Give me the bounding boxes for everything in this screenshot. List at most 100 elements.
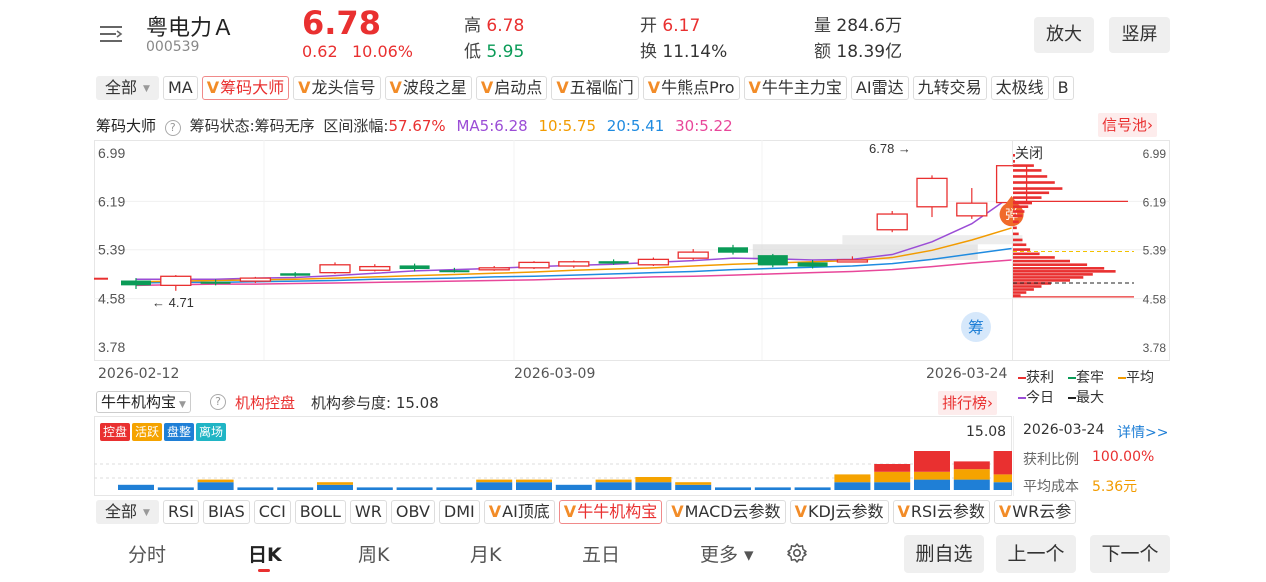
avg-cost-label: 平均成本 (1023, 479, 1079, 495)
lower-tag-7[interactable]: DMI (438, 500, 480, 524)
detail-link[interactable]: 详情>> (1117, 425, 1169, 441)
chip-title: 筹码大师 (96, 117, 157, 135)
bar-segment-blue (436, 487, 473, 490)
signal-pool-button[interactable]: 信号池› (1098, 113, 1158, 137)
chip-info-line: 筹码大师 ? 筹码状态:筹码无序 区间涨幅:57.67% MA5:6.28 10… (96, 115, 733, 136)
indicator-tag-7[interactable]: V牛熊点Pro (642, 76, 740, 100)
lower-tag-4[interactable]: BOLL (294, 500, 346, 524)
indicator-tag-label: 牛牛主力宝 (761, 78, 842, 97)
chip-profile-bar (1013, 164, 1034, 167)
candle-body (439, 270, 470, 273)
bar-segment-blue (993, 482, 1012, 490)
tab-3[interactable]: 月K (470, 544, 502, 566)
bar-segment-blue (675, 484, 712, 490)
high-label: 高 (464, 16, 481, 36)
indicator-tag-1[interactable]: MA (162, 76, 198, 100)
lower-tag-9[interactable]: V牛牛机构宝 (558, 500, 663, 524)
x-label-mid: 2026-03-09 (514, 366, 596, 382)
lower-tag-11[interactable]: VKDJ云参数 (789, 500, 889, 524)
bar-segment-blue (157, 487, 194, 490)
lower-tag-5[interactable]: WR (349, 500, 387, 524)
indicator-tag-8[interactable]: V牛牛主力宝 (743, 76, 847, 100)
lower-tag-2[interactable]: BIAS (202, 500, 250, 524)
indicator-tag-11[interactable]: 太极线 (990, 76, 1049, 100)
rank-button-label: 排行榜 (942, 394, 988, 412)
chip-profile-bar (1013, 214, 1023, 218)
indicator-tag-2[interactable]: V筹码大师 (201, 76, 290, 100)
lower-tag-3[interactable]: CCI (253, 500, 291, 524)
amount-value: 18.39亿 (836, 42, 903, 62)
candle-body (319, 264, 351, 274)
tab-5[interactable]: 更多 ▾ (700, 544, 754, 566)
lower-tag-0[interactable]: 全部 ▼ (96, 500, 159, 524)
vip-icon: V (480, 78, 494, 97)
chip-profile-bar (1013, 256, 1055, 259)
chip-profile-bar (1013, 191, 1050, 195)
indicator-tag-bar: 全部 ▼ MA V筹码大师 V龙头信号 V波段之星 V启动点 V五福临门 V牛熊点Pro V牛牛主… (96, 76, 1170, 102)
chip-profile-bar (1013, 276, 1084, 279)
indicator-tag-10[interactable]: 九转交易 (912, 76, 987, 100)
gear-icon[interactable] (786, 542, 808, 568)
indicator-tag-9[interactable]: AI雷达 (850, 76, 909, 100)
right-tick-label: 4.58 (1143, 293, 1167, 307)
chip-zone-block (752, 244, 978, 260)
candle-body (598, 261, 629, 264)
bar-segment-orange (675, 482, 712, 485)
amount-field: 额 18.39亿 (814, 37, 902, 62)
close-chip-button[interactable]: 关闭 (1015, 143, 1043, 163)
lower-tag-8[interactable]: VAI顶底 (483, 500, 555, 524)
chip-status: 筹码状态:筹码无序 (189, 117, 315, 135)
participation: 机构参与度: 15.08 (311, 394, 439, 412)
help-icon[interactable]: ? (164, 120, 181, 136)
chevron-down-icon: ▼ (143, 83, 150, 94)
bar-segment-blue (197, 482, 234, 490)
indicator-tag-4[interactable]: V波段之星 (384, 76, 472, 100)
y-tick-label: 5.39 (98, 242, 125, 258)
lower-indicator-tag-bar: 全部 ▼ RSI BIAS CCI BOLL WR OBV DMI VAI顶底 V牛牛机构宝 VMAC… (96, 500, 1170, 526)
rank-button[interactable]: 排行榜› (938, 391, 998, 415)
chip-badge-text: 筹 (968, 318, 984, 337)
tab-1[interactable]: 日K (248, 544, 282, 566)
chip-profile-bar (1013, 259, 1070, 263)
prev-stock-button[interactable]: 上一个 (996, 535, 1076, 573)
price-change: 0.62 (302, 42, 338, 61)
indicator-tag-label: 筹码大师 (220, 78, 285, 97)
lower-tag-label: OBV (395, 502, 430, 521)
sub-help-icon[interactable]: ? (210, 394, 226, 410)
institution-bar-chart[interactable] (94, 416, 1012, 496)
bar-segment-blue (834, 482, 871, 490)
legend-today: 今日 (1018, 387, 1054, 407)
lower-tag-label: WR云参 (1012, 502, 1072, 521)
next-stock-button[interactable]: 下一个 (1090, 535, 1170, 573)
indicator-tag-5[interactable]: V启动点 (475, 76, 548, 100)
lower-tag-10[interactable]: VMACD云参数 (666, 500, 786, 524)
tab-4[interactable]: 五日 (582, 544, 621, 566)
portrait-button[interactable]: 竖屏 (1109, 17, 1170, 53)
indicator-tag-0[interactable]: 全部 ▼ (96, 76, 159, 100)
delete-watchlist-button[interactable]: 删自选 (904, 535, 984, 573)
candlestick-chart[interactable]: 6.99 6.99 6.19 6.19 5.39 5.39 4.58 4.58 3.78 3.78… (94, 140, 1170, 362)
bar-segment-blue (317, 484, 353, 490)
lower-tag-12[interactable]: VRSI云参数 (892, 500, 990, 524)
tab-2[interactable]: 周K (358, 544, 390, 566)
indicator-tag-label: 全部 (105, 78, 138, 97)
lower-tag-1[interactable]: RSI (162, 500, 199, 524)
chip-zone-block (842, 235, 1023, 245)
ma30-line (135, 259, 1012, 287)
sub-indicator-select[interactable]: 牛牛机构宝 ▼ (96, 391, 191, 413)
tab-0[interactable]: 分时 (128, 544, 167, 566)
lower-tag-6[interactable]: OBV (390, 500, 435, 524)
indicator-tag-3[interactable]: V龙头信号 (293, 76, 381, 100)
indicator-tag-6[interactable]: V五福临门 (551, 76, 639, 100)
indicator-tag-12[interactable]: B (1052, 76, 1074, 100)
menu-icon[interactable] (98, 22, 124, 46)
volume-label: 量 (814, 16, 831, 36)
lower-tag-13[interactable]: VWR云参 (993, 500, 1077, 524)
chip-profile-bar (1013, 175, 1048, 178)
bar-segment-blue (754, 487, 791, 490)
chip-profile-bar (1013, 279, 1070, 282)
ma30-value: 30:5.22 (675, 117, 733, 135)
zoom-button[interactable]: 放大 (1034, 17, 1094, 53)
candle-body (757, 255, 788, 266)
chevron-down-icon: ▼ (179, 400, 186, 410)
